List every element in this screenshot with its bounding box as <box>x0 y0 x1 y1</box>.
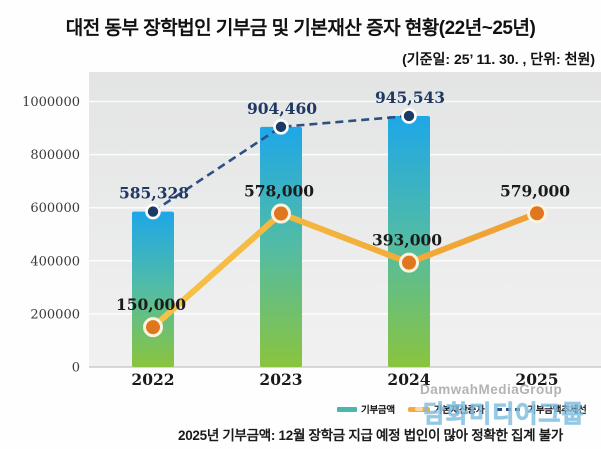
trend-marker-2022 <box>145 203 161 220</box>
legend-label: 기본재산증자 <box>433 405 485 416</box>
legend-item-capital-increase: 기본재산증자 <box>407 402 485 416</box>
capital-value-label: 579,000 <box>500 181 570 200</box>
x-axis-label-2022: 2022 <box>131 370 174 389</box>
capital-value-label: 150,000 <box>116 295 186 314</box>
legend-label: 기부금액 <box>361 405 395 416</box>
capital-value-label: 393,000 <box>372 231 442 250</box>
legend-item-donation: 기부금액 <box>337 402 395 416</box>
trend-dash-swatch-icon <box>497 407 524 411</box>
capital-increase-line <box>150 210 540 331</box>
chart-subtitle: (기준일: 25’ 11. 30. , 단위: 천원) <box>402 51 595 67</box>
x-axis-label-2023: 2023 <box>259 370 302 389</box>
capital-value-label: 578,000 <box>244 182 314 201</box>
y-tick-label: 400000 <box>30 254 80 269</box>
legend-label: 기부금액추세선 <box>527 405 587 416</box>
trend-marker-2024 <box>401 108 417 124</box>
y-tick-label: 800000 <box>30 148 80 163</box>
y-tick-label: 1000000 <box>22 95 80 110</box>
bar-2022 <box>132 211 174 367</box>
trend-dashed-line <box>152 114 410 213</box>
y-tick-label: 600000 <box>30 201 80 216</box>
watermark-latin: DamwahMediaGroup <box>420 382 563 397</box>
y-tick-label: 200000 <box>30 307 80 322</box>
legend-item-trendline: 기부금액추세선 <box>497 402 587 416</box>
capital-marker-2025 <box>527 203 547 224</box>
capital-marker-2022 <box>143 317 163 338</box>
chart-footnote: 2025년 기부금액: 12월 장학금 지급 예정 법인이 많아 정확한 집계 … <box>178 428 563 443</box>
donation-value-label: 904,460 <box>247 99 317 118</box>
bar-2024 <box>388 115 430 367</box>
bar-2023 <box>260 126 302 367</box>
capital-marker-2023 <box>271 203 291 224</box>
watermark-korean: 담화미디어그룹 <box>423 401 585 429</box>
x-axis-label-2024: 2024 <box>387 370 430 389</box>
donation-bar-swatch-icon <box>337 406 357 412</box>
donation-value-label: 585,328 <box>119 184 189 203</box>
chart-legend: 기부금액 기본재산증자 기부금액추세선 <box>337 402 587 416</box>
x-axis-label-2025: 2025 <box>515 370 558 389</box>
trend-marker-2023 <box>273 119 289 135</box>
capital-marker-2024 <box>399 252 419 273</box>
y-tick-label: 0 <box>72 361 80 376</box>
chart-title: 대전 동부 장학법인 기부금 및 기본재산 증자 현황(22년~25년) <box>65 18 536 39</box>
donation-value-label: 945,543 <box>375 88 445 107</box>
capital-line-swatch-icon <box>407 406 430 412</box>
